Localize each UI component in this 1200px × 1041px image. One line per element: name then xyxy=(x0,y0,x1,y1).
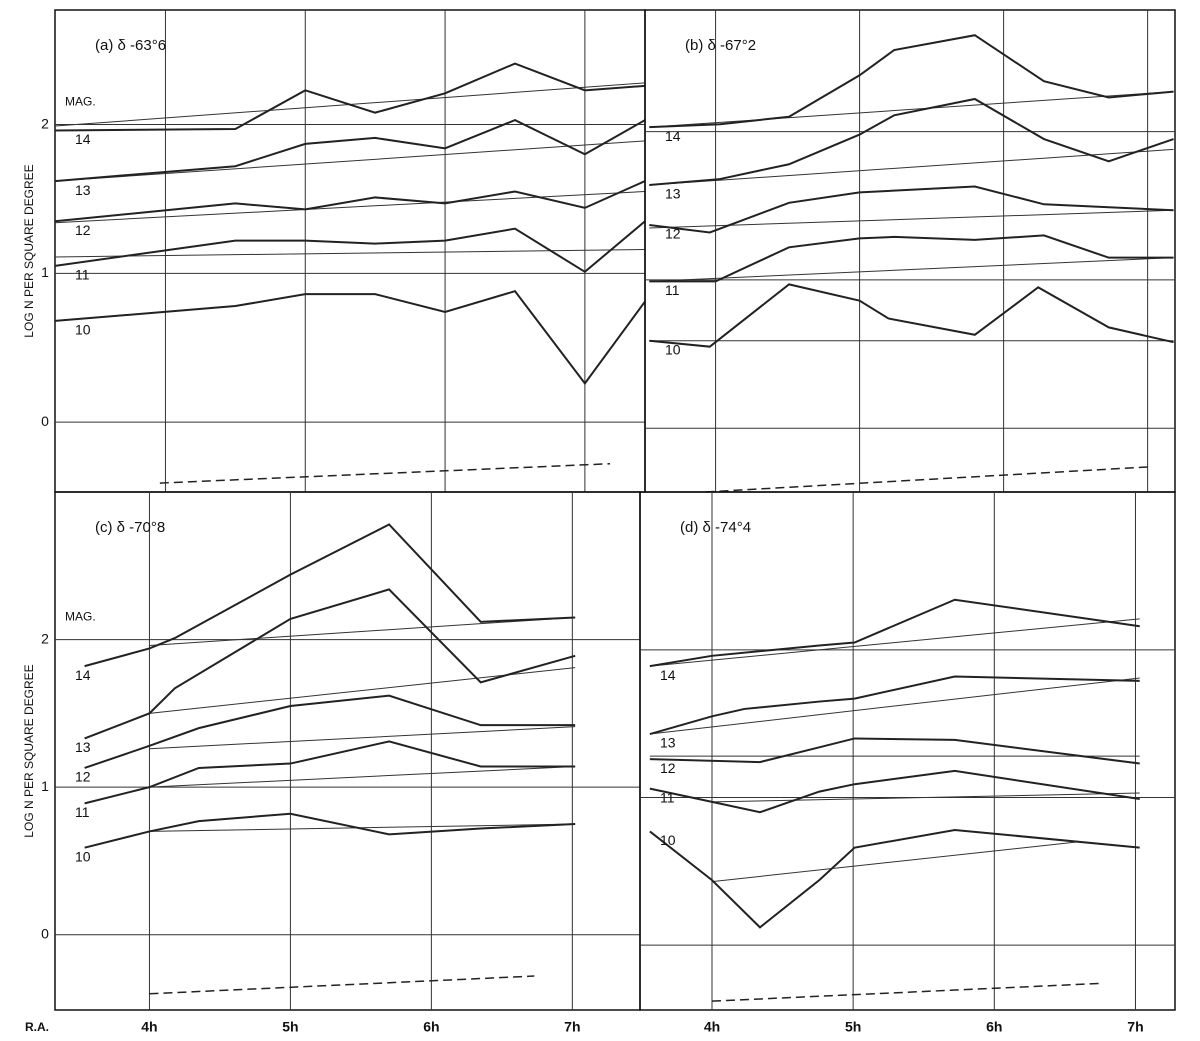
fit-line xyxy=(649,148,1174,186)
series-label: 12 xyxy=(660,760,676,776)
fit-line xyxy=(711,841,1080,883)
series-label: 13 xyxy=(665,186,681,202)
panel-title: (c) δ -70°8 xyxy=(95,519,165,536)
series-label: 11 xyxy=(75,267,90,283)
annotation: MAG. xyxy=(65,94,96,108)
panel-frame xyxy=(644,9,1176,493)
series-line xyxy=(84,588,576,740)
series-label: 10 xyxy=(75,848,91,864)
dashed-line xyxy=(159,462,611,484)
series-line xyxy=(54,180,646,223)
series-label: 13 xyxy=(75,739,91,755)
fit-line xyxy=(149,616,576,646)
series-line xyxy=(84,523,576,668)
series-line xyxy=(54,118,646,183)
series-line xyxy=(54,62,646,132)
y-tick-label: 0 xyxy=(41,925,49,941)
x-tick-label: 6h xyxy=(986,1019,1002,1035)
series-line xyxy=(649,185,1174,234)
series-line xyxy=(649,97,1174,186)
series-line xyxy=(84,694,576,769)
x-tick-label: 7h xyxy=(1127,1019,1143,1035)
series-label: 14 xyxy=(75,667,91,683)
panel-title: (a) δ -63°6 xyxy=(95,37,166,54)
series-label: 11 xyxy=(665,282,680,298)
series-label: 14 xyxy=(660,667,676,683)
fit-line xyxy=(149,765,576,788)
y-tick-label: 2 xyxy=(41,630,49,646)
panel-title: (d) δ -74°4 xyxy=(680,519,751,536)
x-tick-label: 7h xyxy=(564,1019,580,1035)
series-line xyxy=(649,675,1140,735)
fit-line xyxy=(149,823,576,832)
series-line xyxy=(84,740,576,805)
series-label: 11 xyxy=(660,789,675,805)
series-label: 12 xyxy=(665,226,681,242)
series-label: 11 xyxy=(75,804,90,820)
x-tick-label: 4h xyxy=(141,1019,157,1035)
series-label: 10 xyxy=(665,341,681,357)
series-line xyxy=(649,769,1140,814)
series-line xyxy=(649,737,1140,765)
series-label: 14 xyxy=(75,131,91,147)
series-line xyxy=(649,598,1140,668)
fit-line xyxy=(54,249,646,258)
series-line xyxy=(649,828,1140,929)
series-line xyxy=(649,234,1174,283)
fit-line xyxy=(649,618,1140,667)
fit-line xyxy=(649,677,1140,735)
series-line xyxy=(54,220,646,274)
fit-line xyxy=(54,190,646,224)
y-tick-label: 0 xyxy=(41,413,49,429)
x-axis-label: R.A. xyxy=(25,1020,49,1034)
series-label: 12 xyxy=(75,769,91,785)
y-axis-label: LOG N PER SQUARE DEGREE xyxy=(22,664,36,837)
y-axis-label: LOG N PER SQUARE DEGREE xyxy=(22,164,36,337)
dashed-line xyxy=(705,466,1151,493)
series-line xyxy=(649,34,1174,129)
y-tick-label: 2 xyxy=(41,115,49,131)
fit-line xyxy=(649,209,1174,229)
panel-title: (b) δ -67°2 xyxy=(685,37,756,54)
series-line xyxy=(649,283,1174,348)
fit-line xyxy=(649,257,1174,282)
y-tick-label: 1 xyxy=(41,264,49,280)
dashed-line xyxy=(711,982,1101,1002)
series-label: 12 xyxy=(75,222,91,238)
fit-line xyxy=(54,140,646,182)
series-label: 14 xyxy=(665,128,681,144)
annotation: MAG. xyxy=(65,610,96,624)
x-tick-label: 5h xyxy=(282,1019,298,1035)
fit-line xyxy=(711,792,1140,803)
series-label: 13 xyxy=(75,182,91,198)
fit-line xyxy=(649,91,1174,128)
x-tick-label: 6h xyxy=(423,1019,439,1035)
series-label: 13 xyxy=(660,735,676,751)
y-tick-label: 1 xyxy=(41,778,49,794)
series-label: 10 xyxy=(660,832,676,848)
x-tick-label: 4h xyxy=(704,1019,720,1035)
x-tick-label: 5h xyxy=(845,1019,861,1035)
series-line xyxy=(54,290,646,386)
panel-frame xyxy=(639,491,1176,1011)
dashed-line xyxy=(149,975,535,995)
series-line xyxy=(84,812,576,849)
fit-line xyxy=(149,726,576,750)
series-label: 10 xyxy=(75,322,91,338)
